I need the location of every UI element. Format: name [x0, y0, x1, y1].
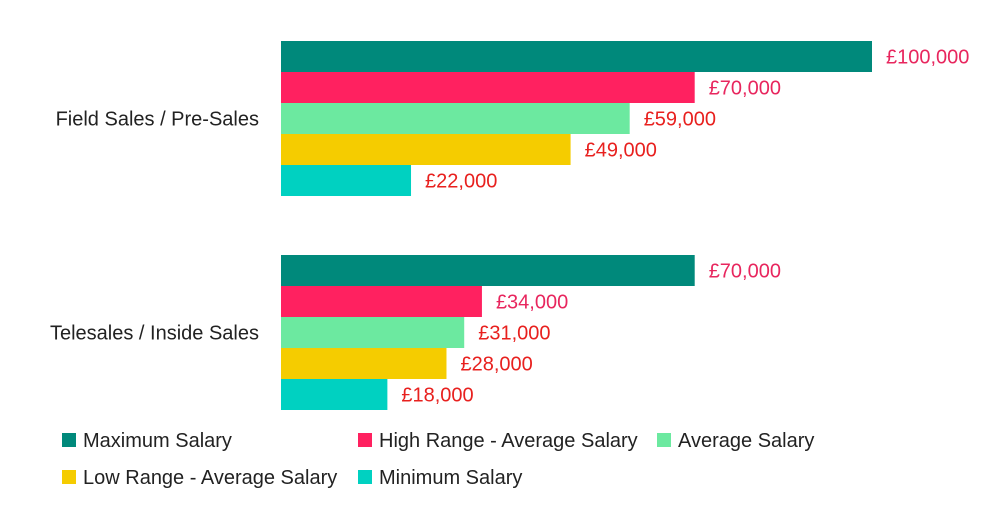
value-label: £49,000 — [585, 140, 657, 162]
legend-label-minimum-salary: Minimum Salary — [379, 467, 522, 489]
bars-layer — [281, 41, 872, 410]
legend-label-maximum-salary: Maximum Salary — [83, 430, 232, 452]
value-label: £70,000 — [709, 78, 781, 100]
legend: Maximum Salary High Range - Average Salar… — [62, 430, 814, 489]
bar-average-salary-field-sales-pre-sales — [281, 103, 630, 134]
legend-swatch-low-range-average-salary — [62, 470, 76, 484]
legend-swatch-average-salary — [657, 433, 671, 447]
value-label: £18,000 — [401, 385, 473, 407]
legend-swatch-maximum-salary — [62, 433, 76, 447]
value-label: £28,000 — [460, 354, 532, 376]
category-label: Field Sales / Pre-Sales — [56, 109, 259, 131]
legend-swatch-high-range-average-salary — [358, 433, 372, 447]
value-label: £34,000 — [496, 292, 568, 314]
value-label: £70,000 — [709, 261, 781, 283]
legend-swatch-minimum-salary — [358, 470, 372, 484]
legend-label-average-salary: Average Salary — [678, 430, 814, 452]
bar-high-range-average-salary-telesales-inside-sales — [281, 286, 482, 317]
bar-minimum-salary-telesales-inside-sales — [281, 379, 388, 410]
legend-label-low-range-average-salary: Low Range - Average Salary — [83, 467, 337, 489]
bar-high-range-average-salary-field-sales-pre-sales — [281, 72, 695, 103]
value-label: £31,000 — [478, 323, 550, 345]
bar-low-range-average-salary-field-sales-pre-sales — [281, 134, 571, 165]
bar-minimum-salary-field-sales-pre-sales — [281, 165, 412, 196]
value-label: £100,000 — [886, 47, 969, 69]
bar-low-range-average-salary-telesales-inside-sales — [281, 348, 447, 379]
legend-label-high-range-average-salary: High Range - Average Salary — [379, 430, 638, 452]
value-label: £59,000 — [644, 109, 716, 131]
value-labels-layer: £100,000 £70,000 £59,000 £49,000 £22,000 £70,… — [401, 47, 969, 407]
bar-maximum-salary-field-sales-pre-sales — [281, 41, 872, 72]
category-labels-layer: Field Sales / Pre-Sales Telesales / Insid… — [50, 109, 259, 345]
category-label: Telesales / Inside Sales — [50, 323, 259, 345]
bar-average-salary-telesales-inside-sales — [281, 317, 465, 348]
bar-maximum-salary-telesales-inside-sales — [281, 255, 695, 286]
value-label: £22,000 — [425, 171, 497, 193]
